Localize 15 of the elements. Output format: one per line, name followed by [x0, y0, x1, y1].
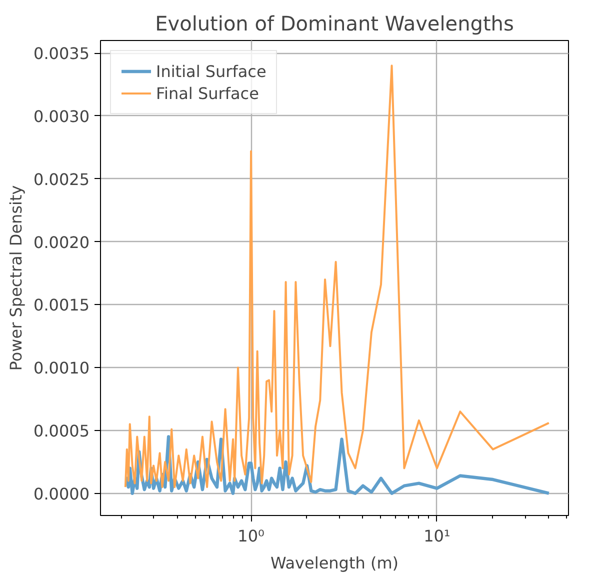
- chart-title: Evolution of Dominant Wavelengths: [155, 12, 514, 36]
- legend-label: Final Surface: [156, 84, 259, 102]
- y-tick-label: 0.0020: [34, 232, 90, 252]
- x-axis-title: Wavelength (m): [270, 554, 399, 572]
- x-tick-label: 10⁰: [238, 526, 264, 546]
- y-tick-label: 0.0010: [34, 358, 90, 378]
- y-tick-label: 0.0035: [34, 44, 90, 64]
- y-tick-label: 0.0005: [34, 421, 90, 440]
- y-tick-label: 0.0015: [34, 296, 90, 315]
- legend-label: Initial Surface: [156, 62, 266, 80]
- x-tick-label: 10¹: [424, 526, 450, 546]
- y-tick-label: 0.0000: [34, 484, 90, 504]
- y-tick-label: 0.0025: [34, 170, 90, 189]
- y-tick-label: 0.0030: [34, 106, 90, 126]
- y-axis-title: Power Spectral Density: [6, 185, 26, 371]
